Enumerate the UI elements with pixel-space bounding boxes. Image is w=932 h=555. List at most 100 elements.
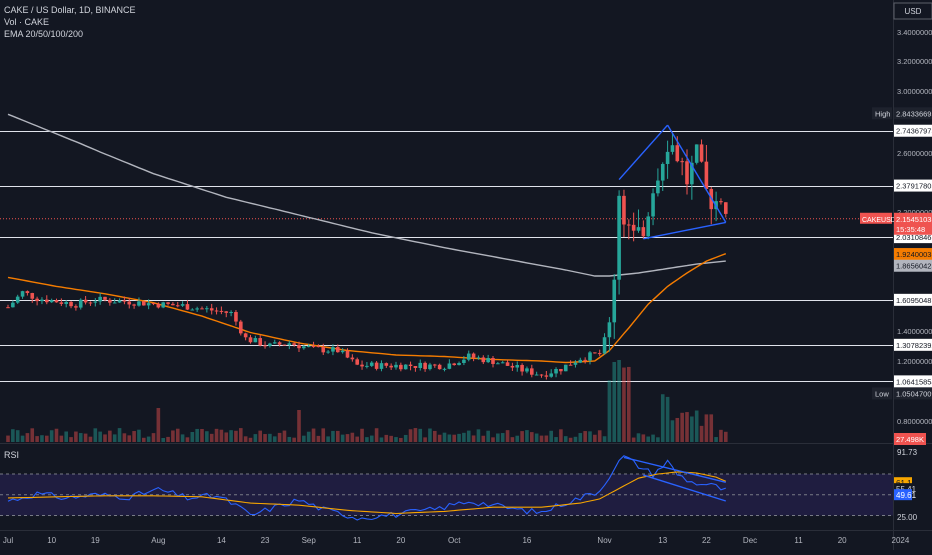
volume-bar xyxy=(699,425,704,442)
candle xyxy=(59,302,64,304)
candle xyxy=(253,338,258,343)
candle xyxy=(185,304,190,310)
candle xyxy=(491,357,495,364)
volume-bar xyxy=(132,431,136,442)
volume-bar xyxy=(369,435,374,442)
vol-line[interactable]: Vol · CAKE xyxy=(4,17,50,27)
candle xyxy=(602,337,607,354)
candle xyxy=(54,300,59,303)
candle xyxy=(234,312,238,322)
volume-bar xyxy=(336,430,340,442)
candle xyxy=(384,363,389,366)
candle xyxy=(588,352,592,361)
level-badge xyxy=(894,375,932,388)
volume-bar xyxy=(30,428,35,442)
volume-bar xyxy=(340,434,345,442)
candle xyxy=(413,366,418,368)
low-badge-label: 1.05047009 xyxy=(896,389,932,398)
candle xyxy=(563,364,568,372)
volume-badge xyxy=(894,433,926,445)
volume-bar xyxy=(112,434,117,442)
volume-bar xyxy=(190,431,195,442)
volume-bar xyxy=(631,437,636,442)
volume-bar xyxy=(433,430,437,442)
time-axis-label: 14 xyxy=(217,536,226,545)
volume-bar xyxy=(142,437,146,442)
volume-bar xyxy=(505,430,510,442)
volume-bar xyxy=(690,416,694,442)
volume-bar xyxy=(316,435,321,442)
price-axis-label: 2.60000000 xyxy=(897,149,932,158)
volume-bar xyxy=(709,414,714,442)
volume-bar xyxy=(161,437,165,442)
volume-bar xyxy=(248,437,253,442)
volume-bar xyxy=(447,434,452,442)
symbol-line[interactable]: CAKE / US Dollar, 1D, BINANCE xyxy=(4,5,136,15)
volume-bar xyxy=(88,436,93,442)
volume-bar xyxy=(544,435,549,442)
candle xyxy=(331,347,335,352)
level-badge xyxy=(894,179,932,192)
pattern-lines xyxy=(618,124,727,240)
volume-bar xyxy=(399,437,403,442)
volume-badge-label: 27.498K xyxy=(896,435,924,444)
volume-bar xyxy=(660,394,665,442)
candle xyxy=(156,303,161,308)
currency-box[interactable] xyxy=(893,2,932,20)
rsi-line xyxy=(7,455,726,521)
candle xyxy=(394,364,398,368)
candle xyxy=(108,299,112,303)
volume-bar xyxy=(539,435,544,442)
candle xyxy=(486,357,490,363)
volume-bar xyxy=(287,436,292,442)
candle xyxy=(83,299,88,303)
volume-bar xyxy=(573,436,578,442)
high-title: High xyxy=(875,109,890,118)
candle xyxy=(45,299,49,303)
volume-bar xyxy=(360,428,364,442)
time-axis-label: 10 xyxy=(47,536,56,545)
volume-bar xyxy=(103,434,107,442)
candle xyxy=(452,363,456,366)
volume-bar xyxy=(520,431,524,442)
volume-bar xyxy=(234,430,238,442)
candle xyxy=(345,350,350,358)
candle xyxy=(660,163,665,181)
candle xyxy=(272,342,277,344)
volume-bar xyxy=(175,428,180,442)
candle xyxy=(190,309,195,311)
volume-bars xyxy=(6,360,728,442)
volume-bar xyxy=(403,434,408,442)
candle xyxy=(302,346,306,349)
volume-bar xyxy=(258,430,262,442)
candle xyxy=(593,352,597,354)
volume-bar xyxy=(272,436,277,442)
candle xyxy=(500,362,505,364)
pattern-line xyxy=(666,124,727,223)
volume-bar xyxy=(719,429,723,442)
candle xyxy=(365,365,369,367)
candle xyxy=(195,308,199,310)
candle xyxy=(316,346,321,348)
candle xyxy=(326,351,330,353)
candle xyxy=(98,296,102,302)
ema-line[interactable]: EMA 20/50/100/200 xyxy=(4,29,84,39)
time-axis-label: 19 xyxy=(91,536,100,545)
volume-bar xyxy=(665,396,670,442)
candle xyxy=(15,296,20,303)
volume-bar xyxy=(6,435,10,442)
candle xyxy=(403,364,408,370)
candle xyxy=(534,374,539,376)
volume-bar xyxy=(496,433,500,442)
candle xyxy=(306,346,311,348)
volume-bar xyxy=(437,434,442,442)
candle xyxy=(239,321,243,334)
low-title-box xyxy=(872,387,892,400)
volume-bar xyxy=(263,434,267,442)
volume-bar xyxy=(617,360,621,442)
candle xyxy=(69,301,73,307)
price-axis-label: 3.00000000 xyxy=(897,87,932,96)
volume-bar xyxy=(627,366,631,442)
